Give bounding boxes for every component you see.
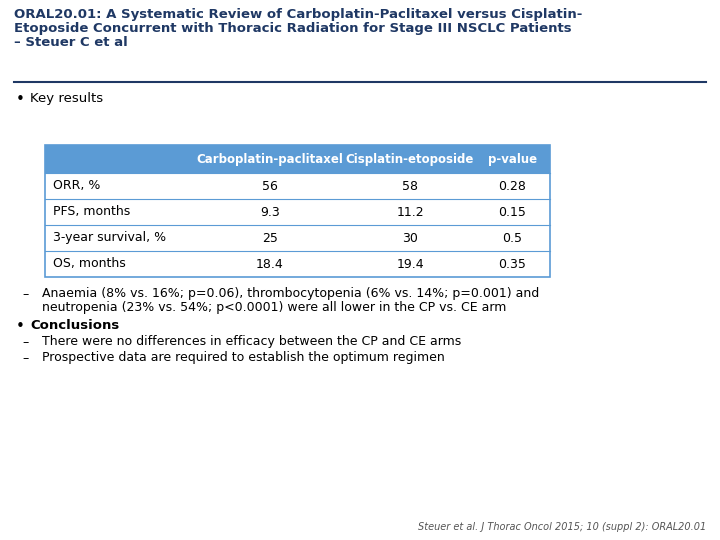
Text: p-value: p-value: [488, 152, 537, 165]
Text: 30: 30: [402, 232, 418, 245]
FancyBboxPatch shape: [45, 199, 550, 225]
Text: Carboplatin-paclitaxel: Carboplatin-paclitaxel: [197, 152, 343, 165]
Text: 0.5: 0.5: [503, 232, 523, 245]
Text: 9.3: 9.3: [260, 206, 280, 219]
FancyBboxPatch shape: [45, 225, 550, 251]
Text: neutropenia (23% vs. 54%; p<0.0001) were all lower in the CP vs. CE arm: neutropenia (23% vs. 54%; p<0.0001) were…: [42, 301, 506, 314]
Text: 19.4: 19.4: [396, 258, 424, 271]
Text: –: –: [22, 336, 28, 349]
Text: OS, months: OS, months: [53, 258, 126, 271]
Text: PFS, months: PFS, months: [53, 206, 130, 219]
Text: Steuer et al. J Thorac Oncol 2015; 10 (suppl 2): ORAL20.01: Steuer et al. J Thorac Oncol 2015; 10 (s…: [418, 522, 706, 532]
FancyBboxPatch shape: [45, 173, 550, 199]
Text: 58: 58: [402, 179, 418, 192]
Text: There were no differences in efficacy between the CP and CE arms: There were no differences in efficacy be…: [42, 335, 462, 348]
Text: Key results: Key results: [30, 92, 103, 105]
Text: ORAL20.01: A Systematic Review of Carboplatin-Paclitaxel versus Cisplatin-: ORAL20.01: A Systematic Review of Carbop…: [14, 8, 582, 21]
Text: 3-year survival, %: 3-year survival, %: [53, 232, 166, 245]
Text: Etoposide Concurrent with Thoracic Radiation for Stage III NSCLC Patients: Etoposide Concurrent with Thoracic Radia…: [14, 22, 572, 35]
Text: 56: 56: [262, 179, 278, 192]
Text: – Steuer C et al: – Steuer C et al: [14, 36, 127, 49]
Text: 11.2: 11.2: [396, 206, 424, 219]
Text: 0.15: 0.15: [498, 206, 526, 219]
Text: 18.4: 18.4: [256, 258, 284, 271]
FancyBboxPatch shape: [45, 145, 550, 173]
Text: •: •: [16, 319, 25, 334]
Text: 0.35: 0.35: [498, 258, 526, 271]
Text: Cisplatin-etoposide: Cisplatin-etoposide: [346, 152, 474, 165]
Text: •: •: [16, 92, 25, 107]
Text: 0.28: 0.28: [498, 179, 526, 192]
Text: –: –: [22, 288, 28, 301]
FancyBboxPatch shape: [45, 251, 550, 277]
Text: Conclusions: Conclusions: [30, 319, 120, 332]
Text: Prospective data are required to establish the optimum regimen: Prospective data are required to establi…: [42, 351, 445, 364]
Text: ORR, %: ORR, %: [53, 179, 100, 192]
Text: 25: 25: [262, 232, 278, 245]
Text: Anaemia (8% vs. 16%; p=0.06), thrombocytopenia (6% vs. 14%; p=0.001) and: Anaemia (8% vs. 16%; p=0.06), thrombocyt…: [42, 287, 539, 300]
Text: –: –: [22, 352, 28, 365]
